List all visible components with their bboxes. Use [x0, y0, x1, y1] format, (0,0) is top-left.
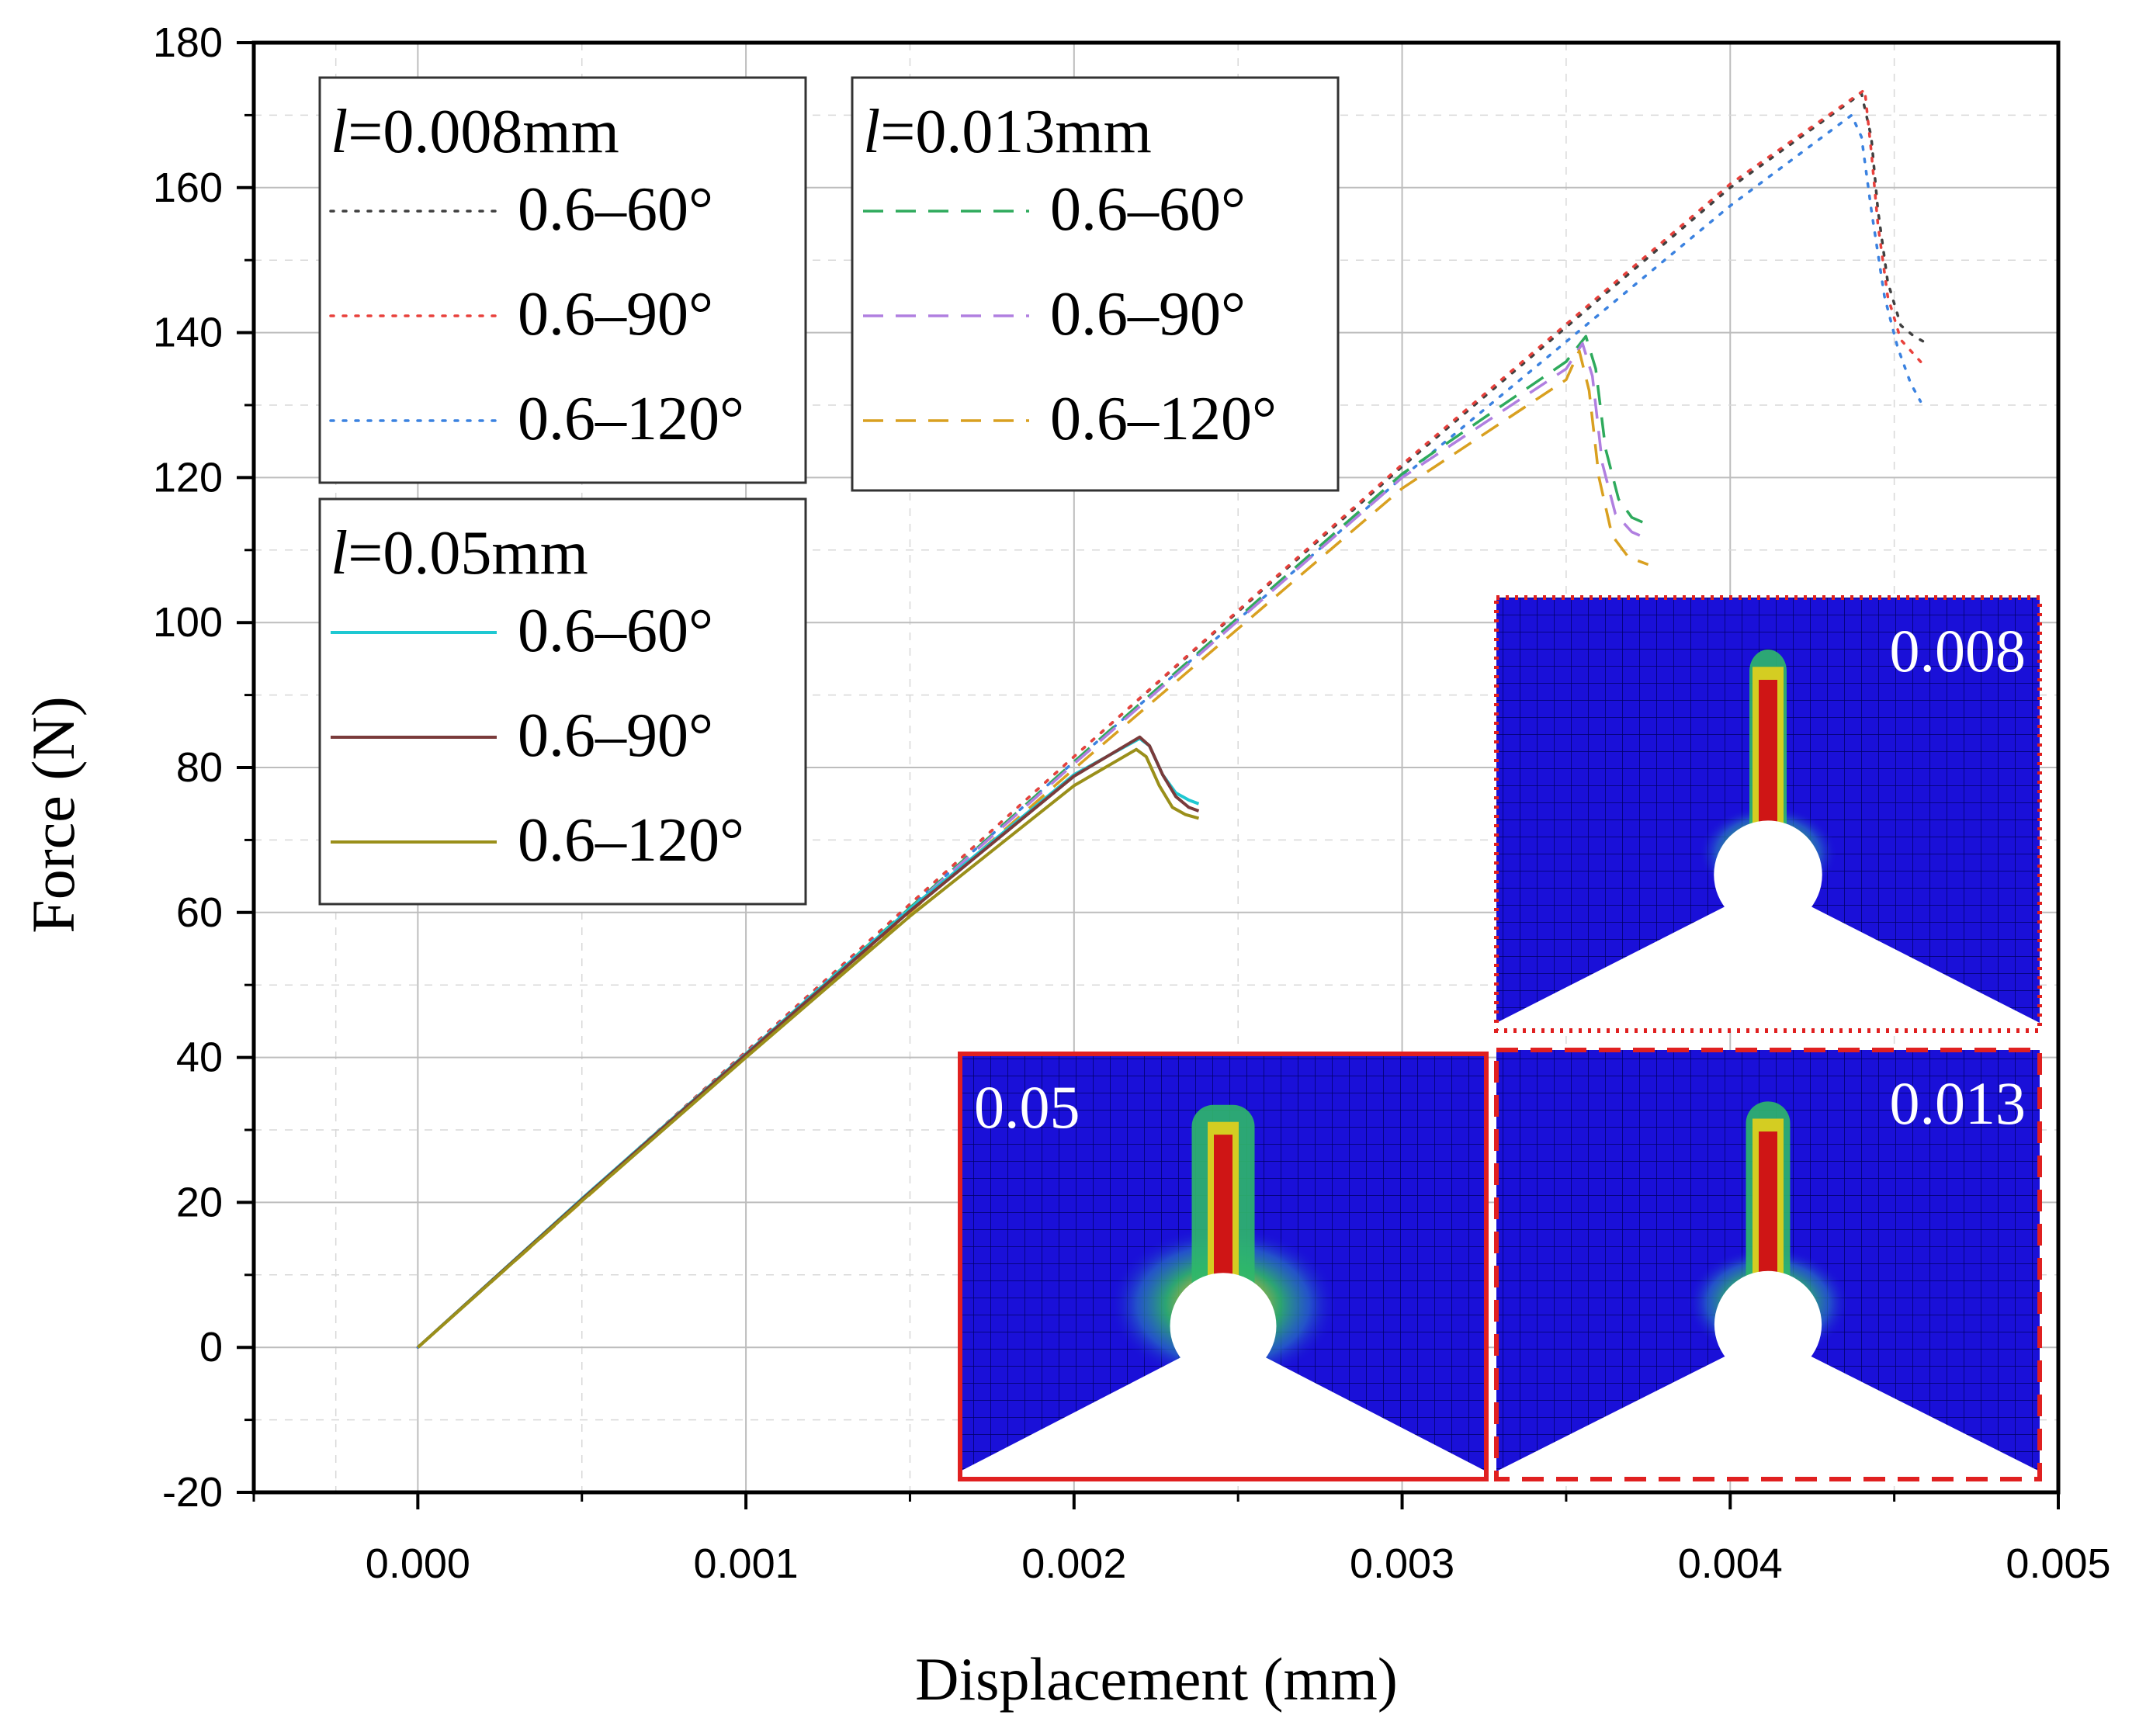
series-line: [416, 88, 1926, 1349]
x-axis-title: Displacement (mm): [915, 1645, 1398, 1713]
series-line: [417, 341, 1649, 1349]
inset-label: 0.05: [974, 1073, 1080, 1141]
y-tick-label: 120: [153, 454, 223, 501]
legend-entry-label: 0.6–60°: [1050, 175, 1246, 244]
inset-frame: [1494, 1048, 2042, 1481]
legend-title: l=0.013mm: [863, 98, 1152, 166]
legend-title-italic: l: [863, 98, 880, 166]
legend-title: l=0.05mm: [331, 519, 588, 587]
legend-title-italic: l: [331, 98, 348, 166]
series-lines: [416, 88, 1929, 1349]
fem-inset: 0.013: [1494, 1048, 2042, 1481]
legend-entry-label: 0.6–120°: [1050, 385, 1277, 453]
legend-frame: [318, 497, 807, 906]
notch-hole: [1714, 1270, 1822, 1379]
legend-title-rest: =0.008mm: [348, 98, 619, 166]
legend-box: l=0.008mm 0.6–60° 0.6–90° 0.6–120°: [318, 76, 807, 484]
fem-inset: 0.008: [1494, 595, 2042, 1033]
legend-box: l=0.013mm 0.6–60° 0.6–90° 0.6–120°: [851, 76, 1340, 492]
legend-entry-label: 0.6–60°: [518, 175, 713, 244]
y-tick-label: 20: [176, 1179, 223, 1225]
legend: l=0.008mm0.6–60°0.6–90°0.6–120°l=0.013mm…: [318, 76, 1340, 906]
legend-title: l=0.008mm: [331, 98, 619, 166]
x-tick-label: 0.001: [694, 1540, 799, 1587]
y-tick-label: 80: [176, 744, 223, 791]
legend-frame: [318, 76, 807, 484]
v-notch-cutout: [1496, 904, 2040, 1031]
series-line: [416, 113, 1922, 1349]
x-tick-label: 0.004: [1678, 1540, 1783, 1587]
notch-hole: [1170, 1273, 1277, 1380]
y-tick-label: 160: [153, 165, 223, 211]
legend-entry-label: 0.6–90°: [518, 702, 713, 770]
legend-box: l=0.05mm 0.6–60° 0.6–90° 0.6–120°: [318, 497, 807, 906]
y-tick-label: 180: [153, 19, 223, 66]
v-notch-cutout: [960, 1355, 1486, 1479]
x-tick-label: 0.005: [2006, 1540, 2110, 1587]
inset-label: 0.008: [1890, 617, 2026, 684]
y-tick-label: -20: [162, 1469, 223, 1516]
y-tick-label: 40: [176, 1034, 223, 1081]
notch-hole: [1714, 820, 1822, 929]
legend-title-rest: =0.05mm: [348, 519, 588, 587]
x-tick-label: 0.000: [366, 1540, 470, 1587]
x-tick-label: 0.002: [1021, 1540, 1126, 1587]
y-tick-label: 100: [153, 599, 223, 646]
y-tick-label: 0: [199, 1324, 223, 1370]
legend-title-italic: l: [331, 519, 348, 587]
legend-entry-label: 0.6–120°: [518, 806, 744, 875]
axes: 0.000 0.001 0.002 0.003 0.004 0.005 -20 0 20 40 60…: [153, 19, 2111, 1587]
y-tick-label: 60: [176, 889, 223, 936]
series-line: [417, 735, 1200, 1349]
fem-insets: 0.05 0.008 0.013: [958, 595, 2042, 1481]
series-line: [417, 747, 1200, 1349]
legend-entry-label: 0.6–90°: [518, 280, 713, 348]
legend-entry-label: 0.6–90°: [1050, 280, 1246, 348]
legend-entry-label: 0.6–120°: [518, 385, 744, 453]
legend-entry-label: 0.6–60°: [518, 597, 713, 665]
legend-title-rest: =0.013mm: [880, 98, 1152, 166]
inset-frame: [958, 1052, 1489, 1481]
y-tick-label: 140: [153, 310, 223, 356]
y-axis-title: Force (N): [19, 696, 87, 933]
x-tick-label: 0.003: [1350, 1540, 1454, 1587]
fem-inset: 0.05: [958, 1052, 1489, 1481]
inset-frame: [1494, 595, 2042, 1033]
v-notch-cutout: [1496, 1353, 2040, 1479]
inset-label: 0.013: [1890, 1069, 2026, 1137]
